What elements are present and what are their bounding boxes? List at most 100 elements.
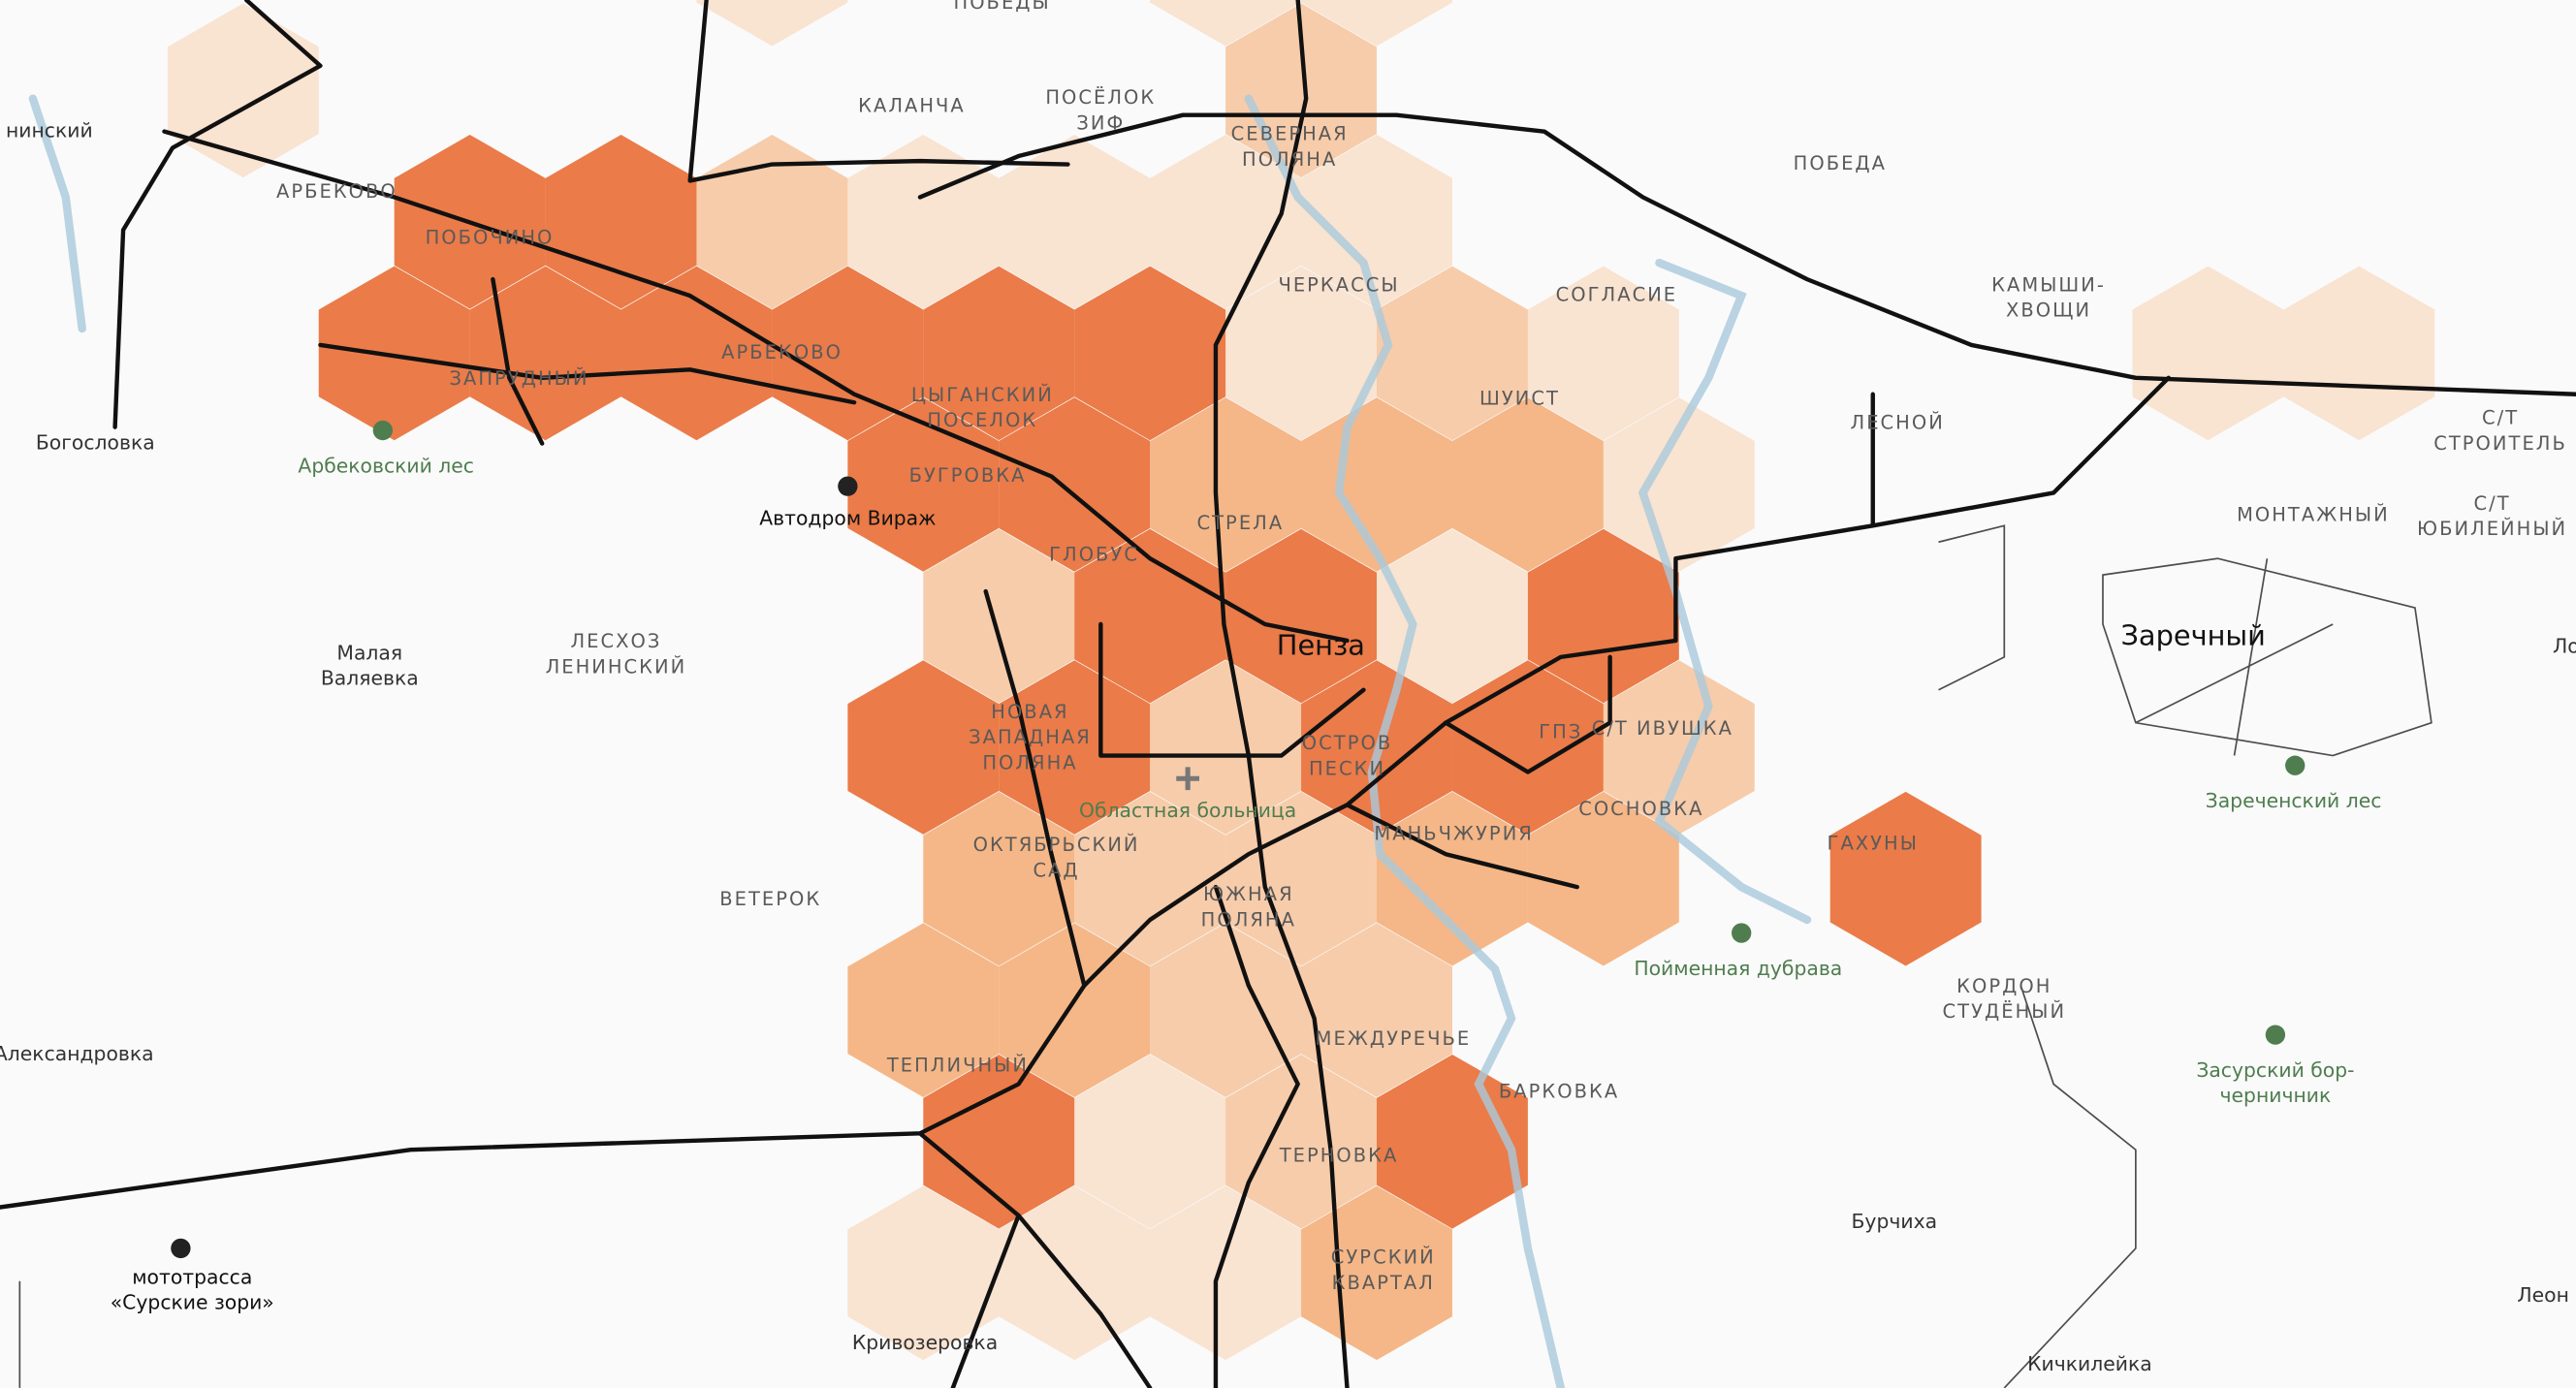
place-label: Богословка (36, 431, 155, 455)
hexagon (696, 135, 848, 309)
place-label: КАМЫШИ- (1991, 273, 2106, 296)
hexagon (1225, 528, 1378, 704)
place-label: ПОЛЯНА (1201, 908, 1296, 931)
place-label: ЛЕСНОЙ (1851, 412, 1945, 434)
place-label: ЗАПАДНАЯ (969, 726, 1092, 748)
hexagon (620, 266, 773, 441)
place-label: ГАХУНЫ (1828, 833, 1919, 855)
hexagon (923, 1054, 1075, 1229)
place-label: ЛЕНИНСКИЙ (546, 655, 687, 678)
tree-icon (372, 420, 393, 441)
place-label: ПЕСКИ (1309, 757, 1385, 779)
hexagon (1301, 135, 1452, 309)
hexagon (1451, 660, 1604, 835)
place-label: ПОБЕДА (1794, 152, 1887, 174)
place-label: АРБЕКОВО (721, 341, 843, 363)
hexagon (923, 791, 1075, 966)
place-label: Областная больница (1079, 799, 1296, 822)
place-label: ОСТРОВ (1302, 732, 1392, 754)
place-label: ТЕПЛИЧНЫЙ (886, 1054, 1029, 1076)
place-label: Пенза (1277, 629, 1365, 662)
hexagon (1301, 1185, 1452, 1361)
hexagon (1377, 528, 1528, 704)
place-label: ЗИФ (1076, 112, 1125, 135)
hexagon (1150, 397, 1302, 572)
place-label: САД (1033, 860, 1079, 882)
place-label: ОКТЯБРЬСКИЙ (973, 834, 1140, 856)
place-label: ПОЛЯНА (982, 752, 1077, 774)
place-label: Леон (2517, 1283, 2569, 1307)
place-label: Бурчиха (1851, 1210, 1937, 1233)
place-label: СЕВЕРНАЯ (1231, 123, 1349, 145)
place-label: ГПЗ (1539, 720, 1582, 742)
hexagon (1377, 791, 1528, 966)
hexagon (999, 1185, 1151, 1361)
place-label: ВЕТЕРОК (719, 888, 821, 910)
hexagon (847, 1185, 1000, 1361)
hospital-icon (1176, 767, 1199, 791)
place-label: нинский (6, 119, 93, 142)
place-label: ЮБИЛЕЙНЫЙ (2417, 518, 2567, 540)
hex-layer (167, 0, 2435, 1361)
place-label: ЮЖНАЯ (1203, 883, 1294, 905)
place-label: Кривозеровка (852, 1331, 998, 1354)
place-label: ЛЕСХОЗ (570, 630, 661, 652)
race-icon (838, 476, 858, 496)
place-label: ШУИСТ (1479, 387, 1560, 409)
place-label: ПОСЁЛОК (1045, 86, 1156, 109)
hexagon (1150, 0, 1302, 47)
place-label: КАЛАНЧА (858, 95, 966, 117)
hexagon (1603, 660, 1755, 835)
hexagon (696, 0, 848, 47)
hexagon (847, 923, 1000, 1098)
place-label: НОВАЯ (991, 701, 1068, 723)
hexagon (1150, 660, 1302, 835)
place-label: БУГРОВКА (909, 464, 1027, 487)
place-label: БАРКОВКА (1499, 1080, 1619, 1102)
hexagon (1527, 791, 1679, 966)
place-label: СТРОИТЕЛЬ (2433, 432, 2567, 455)
hexagon (1074, 528, 1226, 704)
place-label: Засурский бор- (2196, 1058, 2354, 1082)
tree-icon (1732, 923, 1752, 943)
place-label: Зареченский лес (2206, 789, 2382, 812)
hexagon (1225, 1054, 1378, 1229)
place-label: ТЕРНОВКА (1279, 1145, 1399, 1167)
place-label: ХВОЩИ (2006, 300, 2091, 322)
hexagon (1527, 528, 1679, 704)
place-label: Александровка (0, 1042, 154, 1065)
hexagon (1150, 135, 1302, 309)
place-label: ПОЛЯНА (1242, 148, 1337, 171)
hexagon (923, 528, 1075, 704)
icons (171, 420, 2306, 1259)
hexagon (1150, 923, 1302, 1098)
place-label: Пойменная дубрава (1634, 957, 1842, 980)
place-label: «Сурские зори» (111, 1291, 274, 1314)
place-label: Малая (336, 641, 402, 664)
place-label: СУРСКИЙ (1331, 1246, 1436, 1269)
place-label: СОСНОВКА (1578, 798, 1703, 820)
place-label: Кичкилейка (2027, 1352, 2152, 1375)
place-label: С/Т ИВУШКА (1592, 717, 1733, 740)
hexagon (167, 3, 319, 178)
hexagon (999, 135, 1151, 309)
race-icon (171, 1238, 191, 1259)
place-label: ГЛОБУС (1049, 543, 1139, 565)
place-label: ЗАПРУДНЫЙ (449, 367, 588, 390)
hexagon (847, 660, 1000, 835)
hexagon (1451, 397, 1604, 572)
place-label: ЧЕРКАССЫ (1278, 273, 1399, 296)
hexagon (1527, 266, 1679, 441)
place-label: С/Т (2474, 492, 2511, 515)
place-label: Арбековский лес (298, 454, 474, 477)
hexagon (772, 266, 924, 441)
place-label: СОГЛАСИЕ (1556, 284, 1677, 306)
place-label: Ло (2553, 635, 2576, 658)
place-label: КВАРТАЛ (1332, 1272, 1435, 1294)
place-label: МАНЬЧЖУРИЯ (1374, 822, 1533, 844)
place-label: ПОСЕЛОК (927, 409, 1037, 431)
hexagon (318, 266, 470, 441)
